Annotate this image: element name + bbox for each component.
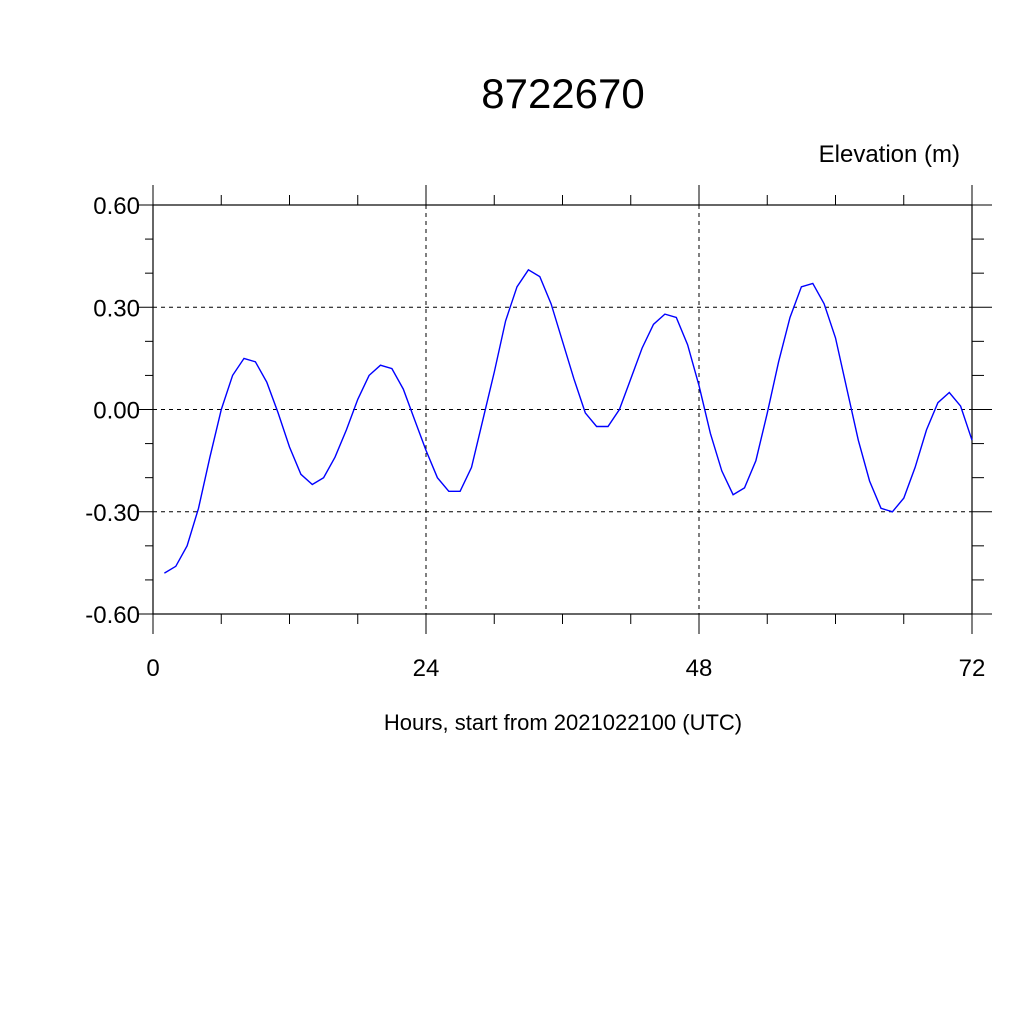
plot-frame <box>152 204 973 615</box>
elevation-line <box>164 268 973 574</box>
y-tick-label: -0.60 <box>85 602 140 629</box>
x-axis-label: Hours, start from 2021022100 (UTC) <box>384 710 742 735</box>
x-tick-label: 0 <box>146 655 159 682</box>
axis-ticks <box>137 185 992 634</box>
y-tick-label: 0.30 <box>93 295 140 322</box>
grid <box>152 204 973 615</box>
tick-labels: 0 24 48 72 0.60 0.30 0.00 -0.30 -0.60 <box>85 193 985 682</box>
x-tick-label: 72 <box>959 655 986 682</box>
series-group <box>164 268 973 574</box>
x-tick-label: 48 <box>686 655 713 682</box>
y-axis-label: Elevation (m) <box>819 141 960 168</box>
y-tick-label: -0.30 <box>85 500 140 527</box>
y-tick-label: 0.60 <box>93 193 140 220</box>
x-tick-label: 24 <box>413 655 440 682</box>
chart-title: 8722670 <box>481 70 645 117</box>
y-tick-label: 0.00 <box>93 398 140 425</box>
